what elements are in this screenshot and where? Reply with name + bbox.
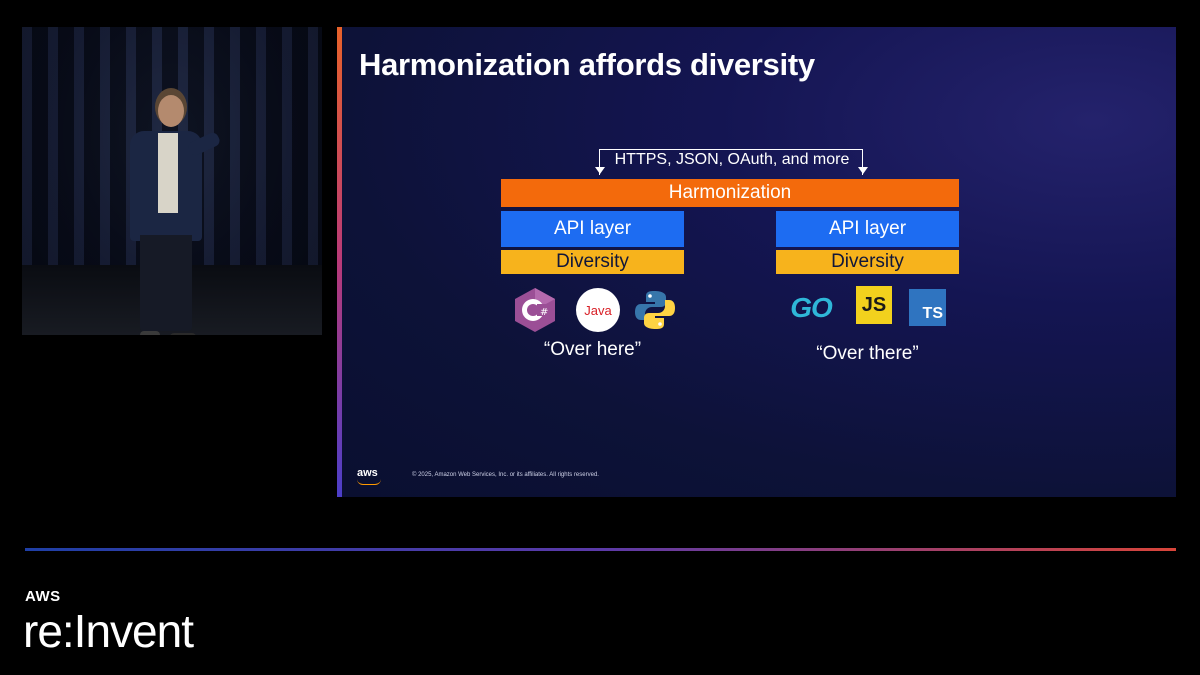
speaker-shoe [140, 331, 160, 335]
slide-accent-edge [337, 27, 342, 497]
harmonization-bar: Harmonization [501, 179, 959, 207]
speaker-video-panel [22, 27, 322, 335]
presentation-slide: Harmonization affords diversity HTTPS, J… [337, 27, 1176, 497]
brand-aws: AWS [25, 588, 61, 605]
arrow-down-icon [595, 167, 605, 174]
protocol-bracket [599, 149, 863, 175]
speaker-shoe [170, 333, 196, 335]
java-icon: Java [576, 288, 620, 332]
api-layer-left: API layer [501, 211, 684, 247]
typescript-icon: TS [909, 289, 946, 326]
typescript-icon-label: TS [922, 305, 943, 322]
caption-over-here: “Over here” [543, 339, 642, 360]
go-icon-label: GO [790, 292, 833, 323]
copyright-notice: © 2025, Amazon Web Services, Inc. or its… [412, 472, 599, 478]
caption-over-there: “Over there” [816, 343, 919, 364]
protocols-label: HTTPS, JSON, OAuth, and more [614, 151, 850, 168]
python-icon [634, 289, 676, 331]
diversity-right: Diversity [776, 250, 959, 274]
speaker-figure [122, 95, 232, 335]
go-icon: GO [777, 290, 845, 326]
slide-title: Harmonization affords diversity [359, 47, 815, 82]
diversity-left: Diversity [501, 250, 684, 274]
api-layer-right: API layer [776, 211, 959, 247]
csharp-icon: # [513, 287, 557, 333]
java-icon-label: Java [584, 302, 612, 318]
speaker-legs [140, 235, 192, 331]
arrow-down-icon [858, 167, 868, 174]
svg-text:#: # [540, 307, 548, 318]
speaker-shirt [158, 133, 178, 213]
javascript-icon: JS [856, 286, 892, 324]
javascript-icon-label: JS [861, 293, 887, 316]
gradient-divider [25, 548, 1176, 551]
aws-logo: aws [357, 467, 378, 479]
brand-reinvent: re:Invent [23, 605, 194, 657]
speaker-head [158, 95, 184, 127]
aws-smile-icon [357, 479, 381, 485]
